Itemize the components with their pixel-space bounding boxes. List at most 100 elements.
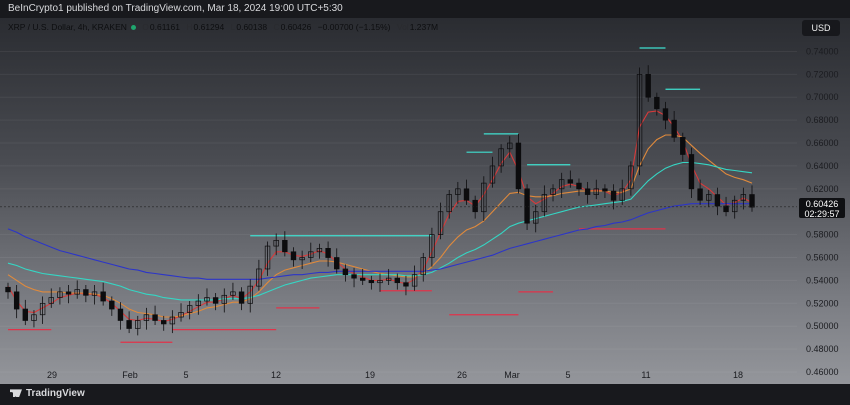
publish-header: BeInCrypto1 published on TradingView.com… <box>0 0 850 18</box>
high-label: H <box>186 22 193 32</box>
candle-body <box>13 291 20 310</box>
close-label: C <box>273 22 280 32</box>
candle-body <box>455 188 461 195</box>
candle-body <box>325 248 331 258</box>
candle-body <box>169 316 176 325</box>
candle-body <box>533 211 539 224</box>
candle-body <box>489 165 496 184</box>
candle-body <box>411 274 418 287</box>
y-tick-label: 0.56000 <box>806 253 839 263</box>
candle-body <box>290 251 297 261</box>
x-tick-label: 18 <box>733 370 743 380</box>
market-status-icon <box>130 25 136 31</box>
candle-body <box>161 320 167 325</box>
candle-body <box>186 305 193 313</box>
candle-body <box>39 302 46 316</box>
candle-body <box>472 199 478 213</box>
candle-body <box>126 320 132 329</box>
candle-body <box>723 205 729 213</box>
candle-body <box>610 190 617 201</box>
candle-body <box>22 308 29 321</box>
change-value: −0.00700 (−1.15%) <box>317 22 391 32</box>
y-tick-label: 0.54000 <box>806 275 839 285</box>
candle-body <box>178 312 184 318</box>
y-tick-label: 0.58000 <box>806 230 839 240</box>
x-tick-label: 5 <box>565 370 570 380</box>
y-tick-label: 0.68000 <box>806 115 839 125</box>
x-tick-label: 11 <box>641 370 650 380</box>
symbol-label[interactable]: XRP / U.S. Dollar, 4h, KRAKEN <box>8 22 127 32</box>
y-axis: 0.74000 0.72000 0.70000 0.68000 0.66000 0.640… <box>806 46 839 377</box>
candle-body <box>117 308 124 321</box>
brand-label: TradingView <box>26 388 85 399</box>
open-value: 0.61161 <box>149 22 180 32</box>
candle-body <box>135 320 141 329</box>
candle-body <box>498 148 504 167</box>
y-tick-label: 0.50000 <box>806 321 839 331</box>
candle-body <box>385 277 392 281</box>
candle-body <box>31 314 37 321</box>
candle-body <box>429 234 435 258</box>
candle-body <box>351 274 357 279</box>
candle-body <box>74 289 80 295</box>
open-label: O <box>142 22 149 32</box>
y-tick-label: 0.52000 <box>806 298 839 308</box>
y-tick-label: 0.74000 <box>806 46 839 56</box>
ohlc-legend: XRP / U.S. Dollar, 4h, KRAKEN O0.61161 H… <box>8 22 442 32</box>
volume-label: Vol <box>396 22 409 32</box>
candle-body <box>195 300 202 306</box>
candle-body <box>654 96 660 110</box>
candle-body <box>212 297 219 304</box>
y-tick-label: 0.70000 <box>806 92 839 102</box>
candle-body <box>706 194 712 201</box>
candle-body <box>273 239 279 247</box>
candle-body <box>299 257 305 261</box>
x-tick-label: 12 <box>271 370 281 380</box>
candle-body <box>507 142 513 150</box>
y-tick-label: 0.62000 <box>806 184 839 194</box>
bar-countdown: 02:29:57 <box>804 209 840 219</box>
volume-value: 1.237M <box>409 22 439 32</box>
candle-body <box>377 280 383 284</box>
levels <box>8 47 701 343</box>
low-label: L <box>230 22 236 32</box>
low-value: 0.60138 <box>236 22 268 32</box>
y-tick-label: 0.64000 <box>806 161 839 171</box>
candles <box>5 65 755 336</box>
candle-body <box>714 194 721 207</box>
last-price-tag: 0.60426 02:29:57 <box>799 198 845 219</box>
candle-body <box>143 314 150 321</box>
close-value: 0.60426 <box>280 22 312 32</box>
candle-body <box>541 194 548 213</box>
x-axis: 29 Feb 5 12 19 26 Mar 5 11 18 <box>47 370 743 380</box>
candle-body <box>567 179 574 184</box>
x-tick-label: 26 <box>457 370 467 380</box>
candle-body <box>65 291 72 295</box>
candle-body <box>48 297 54 304</box>
candle-body <box>342 268 349 276</box>
candle-body <box>446 194 452 213</box>
candle-body <box>282 239 288 253</box>
candle-body <box>636 73 643 167</box>
candle-body <box>359 277 366 281</box>
currency-button[interactable]: USD <box>802 20 840 36</box>
candle-body <box>688 154 695 190</box>
publish-line: BeInCrypto1 published on TradingView.com… <box>8 3 343 14</box>
candle-body <box>628 165 634 190</box>
candle-body <box>619 188 625 201</box>
candle-body <box>403 282 409 287</box>
candle-body <box>152 314 158 321</box>
y-tick-label: 0.48000 <box>806 344 839 354</box>
candle-body <box>671 119 677 138</box>
x-tick-label: Mar <box>504 370 520 380</box>
grid <box>0 50 797 373</box>
tradingview-logo[interactable]: TradingView <box>10 388 85 399</box>
y-tick-label: 0.72000 <box>806 69 839 79</box>
candle-body <box>463 188 470 201</box>
candle-body <box>264 245 271 270</box>
x-tick-label: 29 <box>47 370 57 380</box>
candle-body <box>368 280 375 284</box>
candle-body <box>749 194 755 208</box>
